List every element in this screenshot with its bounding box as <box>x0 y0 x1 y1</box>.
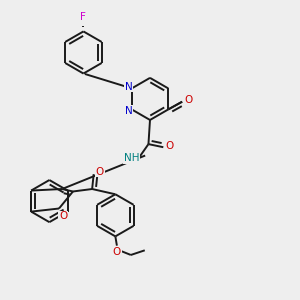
Text: N: N <box>125 82 133 92</box>
Text: NH: NH <box>124 153 140 163</box>
Text: O: O <box>96 167 104 177</box>
Text: O: O <box>113 248 121 257</box>
Text: O: O <box>59 211 67 221</box>
Text: F: F <box>80 12 86 22</box>
Text: O: O <box>184 95 193 105</box>
Text: O: O <box>165 141 174 151</box>
Text: N: N <box>125 106 133 116</box>
